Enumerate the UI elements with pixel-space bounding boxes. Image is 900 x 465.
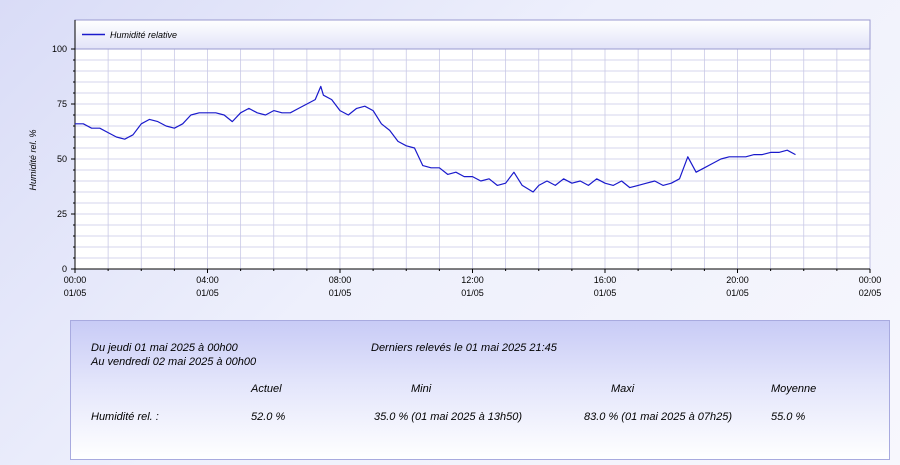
period-from: Du jeudi 01 mai 2025 à 00h00 (91, 342, 238, 354)
y-tick-label: 75 (57, 99, 67, 109)
y-tick-label: 100 (52, 44, 67, 54)
value-maxi: 83.0 % (01 mai 2025 à 07h25) (584, 411, 732, 423)
x-tick-label-time: 04:00 (196, 275, 219, 285)
header-actuel: Actuel (251, 383, 282, 395)
x-tick-label-date: 01/05 (594, 288, 617, 298)
x-tick-label-time: 00:00 (64, 275, 87, 285)
x-tick-label-time: 00:00 (859, 275, 882, 285)
x-tick-label-time: 20:00 (726, 275, 749, 285)
legend-label: Humidité relative (110, 30, 177, 40)
series-humidity (74, 85, 796, 193)
x-tick-label-time: 16:00 (594, 275, 617, 285)
grid-lines (74, 48, 871, 270)
x-tick-label-date: 01/05 (461, 288, 484, 298)
x-tick-label-date: 01/05 (329, 288, 352, 298)
value-moyenne: 55.0 % (771, 411, 806, 423)
y-axis-label: Humidité rel. % (28, 129, 38, 190)
row-label: Humidité rel. : (91, 411, 159, 423)
stats-panel: Du jeudi 01 mai 2025 à 00h00 Au vendredi… (70, 320, 890, 460)
x-tick-label-date: 01/05 (726, 288, 749, 298)
header-moyenne: Moyenne (771, 383, 817, 395)
x-tick-label-date: 02/05 (859, 288, 882, 298)
x-tick-label-time: 12:00 (461, 275, 484, 285)
last-reading: Derniers relevés le 01 mai 2025 21:45 (371, 342, 557, 354)
y-tick-label: 0 (62, 264, 67, 274)
header-maxi: Maxi (611, 383, 635, 395)
y-tick-label: 25 (57, 209, 67, 219)
period-to: Au vendredi 02 mai 2025 à 00h00 (91, 356, 257, 368)
axes: 0 25 50 75 100 00:00 01/05 04:00 01/05 08:00 01/05… (52, 20, 881, 298)
y-tick-label: 50 (57, 154, 67, 164)
x-tick-label-date: 01/05 (196, 288, 219, 298)
x-tick-label-date: 01/05 (64, 288, 87, 298)
legend-box (74, 19, 871, 50)
value-actuel: 52.0 % (251, 411, 286, 423)
header-mini: Mini (411, 383, 432, 395)
value-mini: 35.0 % (01 mai 2025 à 13h50) (374, 411, 522, 423)
x-tick-label-time: 08:00 (329, 275, 352, 285)
